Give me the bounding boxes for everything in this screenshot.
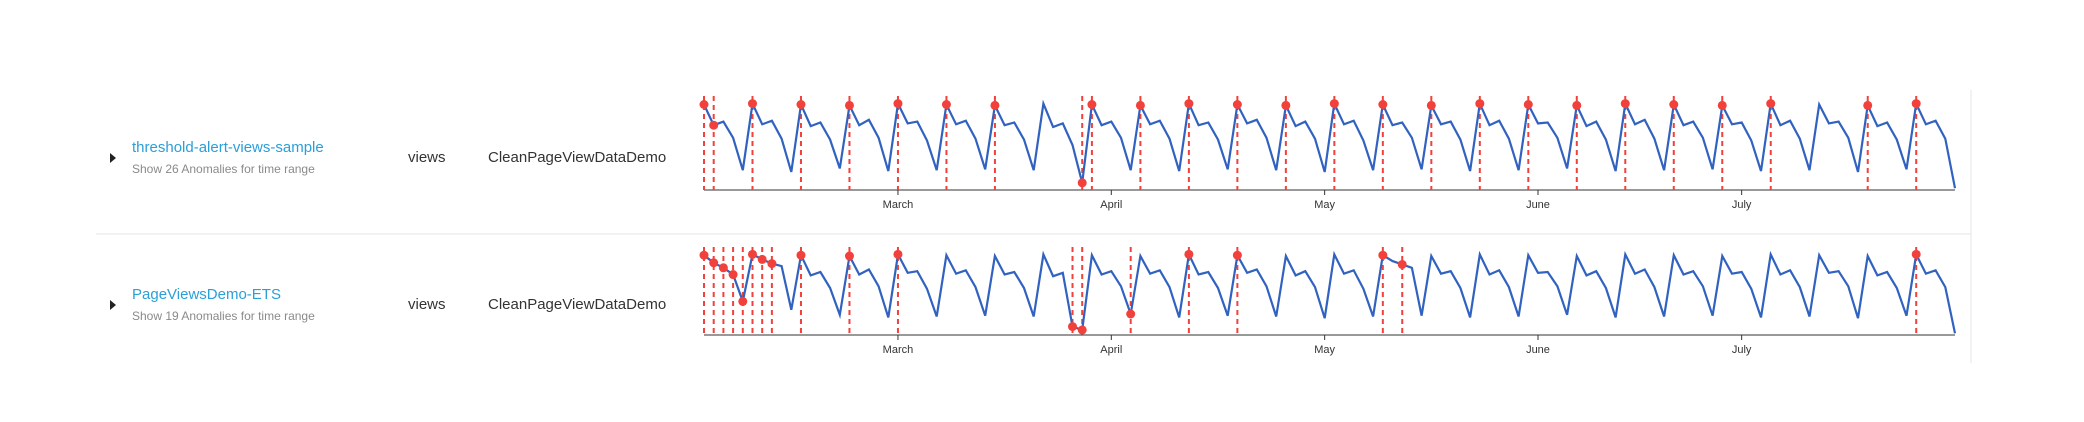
x-tick-label: April [1100,344,1122,356]
anomaly-point [757,254,767,264]
dataset: CleanPageViewDataDemo [488,296,666,313]
anomaly-count[interactable]: Show 19 Anomalies for time range [132,309,315,323]
expand-arrow[interactable] [110,153,116,163]
anomaly-point [990,100,1000,110]
x-tick-label: April [1100,199,1122,211]
x-tick-label: June [1526,199,1550,211]
anomaly-point [1717,100,1727,110]
anomaly-point [1232,100,1242,109]
metric: views [408,149,446,166]
anomaly-point [844,251,854,261]
anomaly-point [709,120,719,130]
dataset: CleanPageViewDataDemo [488,149,666,166]
x-tick-label: March [883,344,914,356]
anomaly-point [796,250,806,260]
anomaly-point [1077,325,1087,335]
anomaly-point [1620,99,1630,109]
expand-arrow[interactable] [110,300,116,310]
anomaly-point [747,249,757,259]
metric: views [408,296,446,313]
anomaly-point [1669,100,1679,109]
anomaly-point [1184,249,1194,259]
anomaly-point [1087,100,1097,109]
anomaly-point [941,100,951,109]
series-line [703,250,1957,334]
anomaly-point [709,258,719,268]
anomaly-point [1572,100,1582,110]
anomaly-point [1475,99,1485,109]
anomaly-point [1126,309,1136,319]
anomaly-point [699,250,709,260]
anomaly-point [1184,99,1194,109]
alert-name[interactable]: threshold-alert-views-sample [132,139,324,156]
anomaly-point [1911,249,1921,259]
anomaly-point [1911,99,1921,109]
x-tick-label: May [1314,344,1335,356]
anomaly-point [1068,322,1078,332]
anomaly-point [796,100,806,109]
anomaly-point [767,259,777,269]
x-tick-label: May [1314,199,1335,211]
anomaly-point [1077,178,1087,188]
alert-name[interactable]: PageViewsDemo-ETS [132,286,281,303]
series-line [703,99,1957,189]
x-tick-label: June [1526,344,1550,356]
anomaly-point [1329,99,1339,109]
x-tick-label: March [883,199,914,211]
anomaly-point [1378,100,1388,109]
anomaly-point [1397,259,1407,269]
anomaly-point [1135,100,1145,110]
anomaly-point [893,99,903,109]
x-tick-label: July [1732,344,1752,356]
anomaly-point [1766,99,1776,109]
anomaly-point [738,296,748,306]
anomaly-count[interactable]: Show 26 Anomalies for time range [132,162,315,176]
anomaly-point [1523,100,1533,109]
anomaly-point [718,263,728,273]
anomaly-point [747,99,757,109]
anomaly-point [728,270,738,280]
anomaly-point [893,249,903,259]
anomaly-point [1426,100,1436,110]
anomaly-point [844,100,854,110]
anomaly-point [699,100,709,109]
anomaly-point [1378,250,1388,260]
anomaly-point [1863,100,1873,110]
anomaly-point [1281,100,1291,110]
anomaly-point [1232,250,1242,260]
x-tick-label: July [1732,199,1752,211]
